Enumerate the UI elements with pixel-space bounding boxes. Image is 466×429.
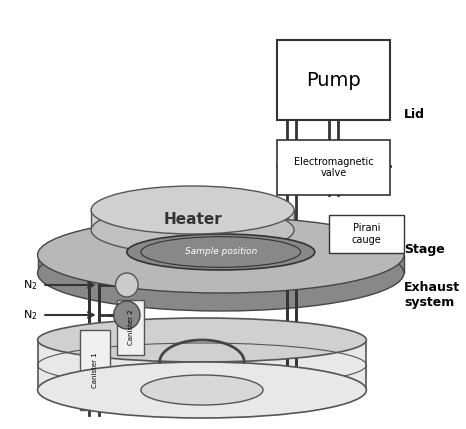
Ellipse shape: [38, 318, 366, 362]
Bar: [117, 300, 144, 355]
Text: Heater: Heater: [163, 212, 222, 227]
Bar: [91, 210, 294, 230]
Bar: [277, 40, 390, 120]
Ellipse shape: [91, 186, 294, 234]
Text: Stage: Stage: [404, 244, 445, 257]
Text: Electromagnetic
valve: Electromagnetic valve: [294, 157, 373, 178]
Text: Pneumatic valves: Pneumatic valves: [183, 260, 269, 270]
Bar: [38, 255, 404, 273]
Ellipse shape: [38, 217, 404, 293]
Text: Sample position: Sample position: [185, 248, 257, 257]
Bar: [38, 340, 366, 390]
Text: N$_2$: N$_2$: [23, 278, 38, 292]
Ellipse shape: [127, 234, 315, 270]
Ellipse shape: [38, 362, 366, 418]
Ellipse shape: [38, 235, 404, 311]
Bar: [80, 330, 110, 410]
Ellipse shape: [91, 206, 294, 254]
Text: N$_2$: N$_2$: [23, 308, 38, 322]
Text: Canister 1: Canister 1: [92, 352, 98, 388]
Text: Canister 2: Canister 2: [128, 310, 134, 345]
Ellipse shape: [141, 375, 263, 405]
Bar: [329, 215, 404, 253]
Text: Pirani
cauge: Pirani cauge: [351, 223, 381, 245]
Circle shape: [114, 301, 140, 329]
Text: Pump: Pump: [306, 70, 361, 90]
Bar: [277, 140, 390, 195]
Circle shape: [116, 273, 138, 297]
Text: Lid: Lid: [404, 109, 425, 121]
Text: Exhaust
system: Exhaust system: [404, 281, 460, 309]
